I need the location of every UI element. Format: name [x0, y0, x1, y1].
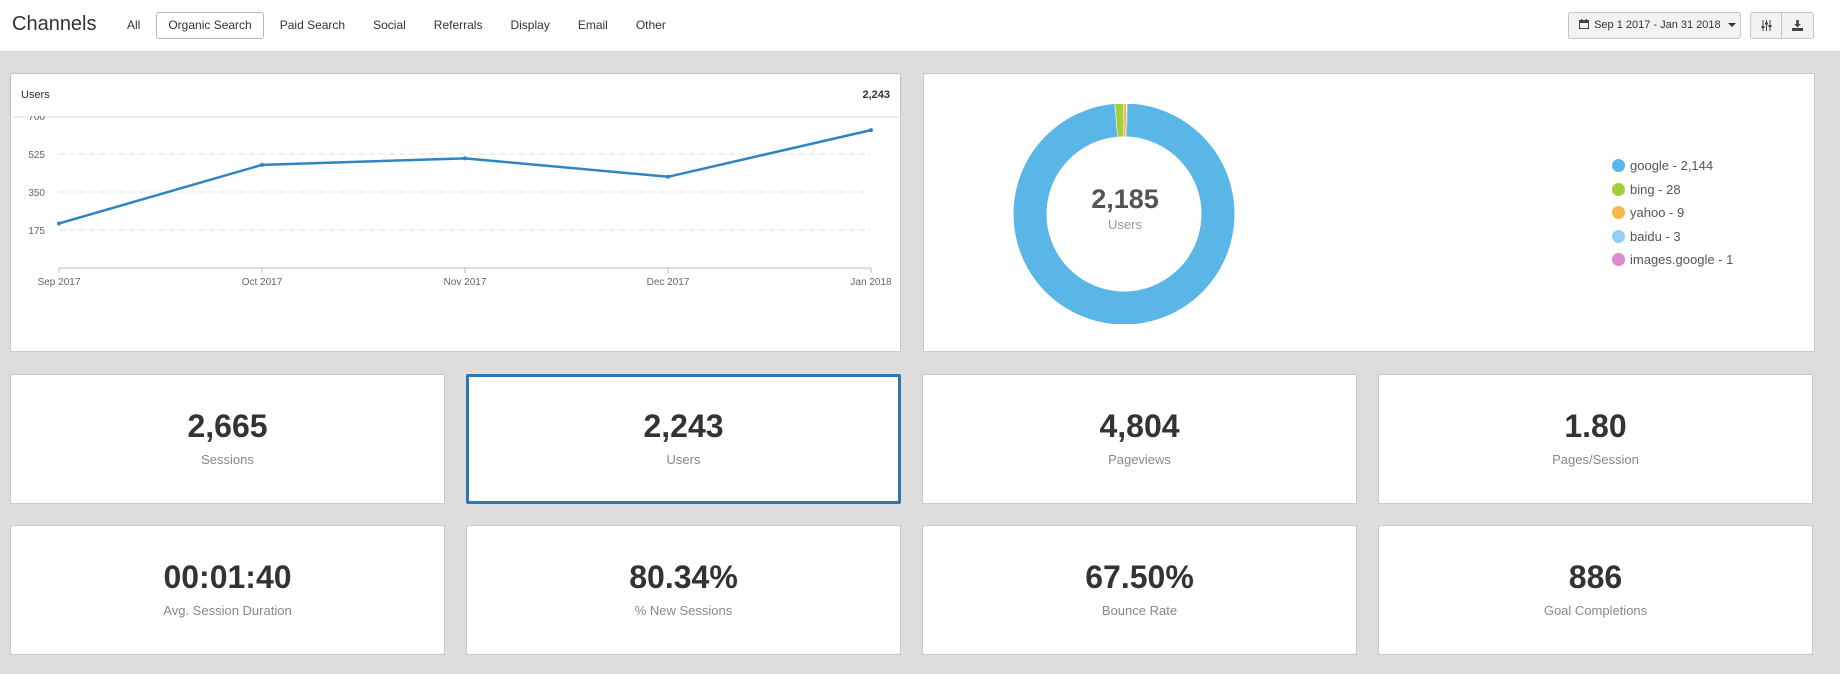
kpi-label: Sessions [201, 452, 254, 467]
tab-referrals[interactable]: Referrals [433, 18, 483, 32]
legend-item-bing: bing - 28 [1612, 178, 1733, 202]
kpi-label: Pages/Session [1552, 452, 1639, 467]
legend-label: bing - 28 [1630, 181, 1681, 197]
users-series-line[interactable] [58, 128, 872, 225]
y-tick-label: 525 [28, 150, 45, 161]
kpi-card-sessions[interactable]: 2,665 Sessions [10, 374, 445, 504]
toolbar-buttons [1750, 12, 1814, 39]
kpi-label: Pageviews [1108, 452, 1171, 467]
kpi-value: 2,243 [643, 408, 724, 444]
data-point[interactable] [869, 128, 873, 133]
calendar-icon [1579, 19, 1589, 29]
x-tick-label: Jan 2018 [850, 277, 892, 288]
kpi-card-bounce-rate[interactable]: 67.50% Bounce Rate [922, 525, 1357, 655]
y-tick-label: 175 [28, 226, 45, 237]
kpi-card-goal-completions[interactable]: 886 Goal Completions [1378, 525, 1813, 655]
kpi-label: Goal Completions [1543, 603, 1648, 618]
kpi-card-pages-per-session[interactable]: 1.80 Pages/Session [1378, 374, 1813, 504]
kpi-label: % New Sessions [634, 603, 733, 618]
x-tick-label: Dec 2017 [647, 277, 690, 288]
x-tick-label: Nov 2017 [444, 277, 487, 288]
line-chart-header: Users 2,243 [11, 74, 900, 116]
donut-legend: google - 2,144 bing - 28 yahoo - 9 baidu… [1612, 154, 1733, 272]
line-chart-label: Users [21, 89, 50, 101]
legend-item-yahoo: yahoo - 9 [1612, 201, 1733, 225]
kpi-value: 886 [1568, 559, 1623, 595]
kpi-value: 4,804 [1099, 408, 1180, 444]
kpi-value: 67.50% [1085, 559, 1194, 595]
y-tick-label: 350 [28, 188, 45, 199]
legend-dot [1612, 229, 1625, 243]
tab-all[interactable]: All [127, 18, 141, 32]
download-button[interactable] [1782, 12, 1814, 39]
kpi-value: 00:01:40 [163, 559, 292, 595]
data-point[interactable] [666, 174, 670, 179]
caret-down-icon [1727, 23, 1736, 28]
line-chart-total: 2,243 [862, 89, 890, 101]
tab-email[interactable]: Email [577, 18, 608, 32]
kpi-value: 1.80 [1564, 408, 1627, 444]
channel-tabs: All Organic Search Paid Search Social Re… [115, 12, 678, 39]
tab-paid-search[interactable]: Paid Search [279, 18, 346, 32]
legend-item-baidu: baidu - 3 [1612, 225, 1733, 249]
top-bar: Channels All Organic Search Paid Search … [0, 0, 1840, 52]
legend-dot [1612, 159, 1625, 173]
settings-button[interactable] [1750, 12, 1782, 39]
legend-label: google - 2,144 [1630, 158, 1714, 174]
date-range-label: Sep 1 2017 - Jan 31 2018 [1594, 19, 1721, 31]
legend-dot [1612, 206, 1625, 220]
donut-center-label: Users [1108, 217, 1142, 232]
kpi-card-users[interactable]: 2,243 Users [466, 374, 901, 504]
kpi-card-new-sessions[interactable]: 80.34% % New Sessions [466, 525, 901, 655]
kpi-value: 80.34% [629, 559, 738, 595]
kpi-card-pageviews[interactable]: 4,804 Pageviews [922, 374, 1357, 504]
data-point[interactable] [463, 156, 467, 161]
x-tick-label: Oct 2017 [242, 277, 283, 288]
kpi-card-avg-session-duration[interactable]: 00:01:40 Avg. Session Duration [10, 525, 445, 655]
kpi-value: 2,665 [187, 408, 268, 444]
legend-label: images.google - 1 [1630, 252, 1734, 268]
donut-center-value: 2,185 [1091, 184, 1159, 214]
tab-other[interactable]: Other [635, 18, 666, 32]
legend-item-images-google: images.google - 1 [1612, 248, 1733, 272]
kpi-label: Bounce Rate [1101, 603, 1178, 618]
data-point[interactable] [57, 221, 61, 226]
legend-item-google: google - 2,144 [1612, 154, 1733, 178]
tab-display[interactable]: Display [510, 18, 550, 32]
donut-slice-baidu[interactable] [1013, 104, 1235, 324]
users-line-chart-panel: Users 2,243 175 350 525 700 Sep 2017 Oct 2017… [10, 73, 901, 352]
x-tick-label: Sep 2017 [38, 277, 81, 288]
y-tick-label: 700 [28, 116, 45, 123]
date-range-button[interactable]: Sep 1 2017 - Jan 31 2018 [1568, 12, 1741, 39]
download-icon [1792, 20, 1803, 31]
legend-dot [1612, 182, 1625, 196]
tab-social[interactable]: Social [373, 18, 406, 32]
legend-label: yahoo - 9 [1630, 205, 1685, 221]
users-donut-chart [1013, 104, 1235, 324]
kpi-label: Users [666, 452, 701, 467]
kpi-label: Avg. Session Duration [163, 603, 292, 618]
legend-label: baidu - 3 [1630, 228, 1681, 244]
page-title: Channels [12, 13, 97, 35]
users-donut-chart-panel: 2,185 Users google - 2,144 bing - 28 yah… [923, 73, 1815, 352]
users-line-chart: 175 350 525 700 Sep 2017 Oct 2017 Nov 2017 Dec … [28, 116, 892, 288]
legend-dot [1612, 253, 1625, 267]
donut-center: 2,185 Users [1044, 184, 1206, 232]
data-point[interactable] [260, 162, 264, 167]
sliders-icon [1761, 20, 1771, 31]
tab-organic-search[interactable]: Organic Search [156, 12, 264, 39]
